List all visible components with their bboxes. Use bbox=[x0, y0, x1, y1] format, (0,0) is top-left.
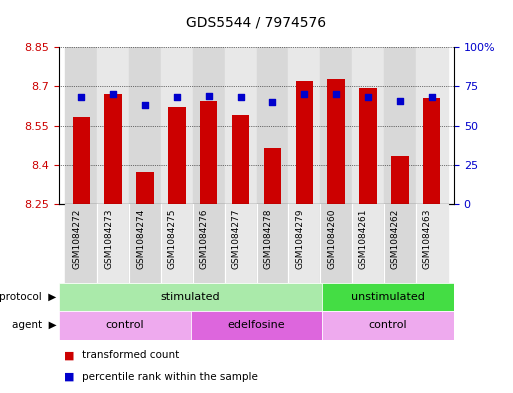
Bar bbox=[191, 311, 322, 340]
Bar bbox=[193, 47, 225, 204]
Bar bbox=[232, 115, 249, 204]
Point bbox=[109, 91, 117, 97]
Bar bbox=[320, 204, 352, 283]
Text: GSM1084276: GSM1084276 bbox=[200, 208, 209, 269]
Bar bbox=[161, 47, 193, 204]
Bar bbox=[65, 204, 97, 283]
Bar bbox=[384, 204, 416, 283]
Text: GSM1084273: GSM1084273 bbox=[104, 208, 113, 269]
Point bbox=[300, 91, 308, 97]
Text: protocol  ▶: protocol ▶ bbox=[0, 292, 56, 302]
Bar bbox=[320, 47, 352, 204]
Bar bbox=[97, 204, 129, 283]
Bar bbox=[423, 98, 441, 204]
Bar bbox=[256, 204, 288, 283]
Point bbox=[77, 94, 85, 101]
Text: GSM1084279: GSM1084279 bbox=[295, 208, 304, 269]
Bar bbox=[352, 47, 384, 204]
Bar bbox=[288, 47, 320, 204]
Bar bbox=[59, 311, 191, 340]
Bar bbox=[391, 156, 409, 204]
Bar bbox=[384, 47, 416, 204]
Text: GSM1084263: GSM1084263 bbox=[423, 208, 432, 269]
Bar bbox=[97, 47, 129, 204]
Text: control: control bbox=[369, 320, 407, 331]
Bar bbox=[416, 204, 448, 283]
Point bbox=[396, 97, 404, 104]
Point bbox=[364, 94, 372, 101]
Point bbox=[205, 93, 213, 99]
Bar bbox=[168, 107, 186, 204]
Bar bbox=[352, 204, 384, 283]
Point bbox=[268, 99, 277, 105]
Bar bbox=[327, 79, 345, 204]
Bar bbox=[416, 47, 448, 204]
Bar bbox=[264, 148, 281, 204]
Bar bbox=[359, 88, 377, 204]
Bar bbox=[322, 283, 454, 311]
Text: GSM1084277: GSM1084277 bbox=[231, 208, 241, 269]
Text: GSM1084278: GSM1084278 bbox=[264, 208, 272, 269]
Point bbox=[332, 91, 340, 97]
Bar bbox=[322, 311, 454, 340]
Bar bbox=[256, 47, 288, 204]
Text: agent  ▶: agent ▶ bbox=[12, 320, 56, 331]
Text: GDS5544 / 7974576: GDS5544 / 7974576 bbox=[186, 16, 327, 30]
Text: GSM1084261: GSM1084261 bbox=[359, 208, 368, 269]
Bar bbox=[200, 101, 218, 204]
Bar bbox=[59, 283, 322, 311]
Bar bbox=[225, 47, 256, 204]
Text: control: control bbox=[106, 320, 144, 331]
Text: ■: ■ bbox=[64, 350, 74, 360]
Bar bbox=[129, 47, 161, 204]
Point bbox=[141, 102, 149, 108]
Text: unstimulated: unstimulated bbox=[351, 292, 425, 302]
Bar bbox=[65, 47, 97, 204]
Text: GSM1084272: GSM1084272 bbox=[72, 208, 81, 269]
Bar bbox=[129, 204, 161, 283]
Point bbox=[173, 94, 181, 101]
Bar bbox=[225, 204, 256, 283]
Text: ■: ■ bbox=[64, 372, 74, 382]
Bar bbox=[104, 94, 122, 204]
Text: GSM1084275: GSM1084275 bbox=[168, 208, 177, 269]
Text: GSM1084274: GSM1084274 bbox=[136, 208, 145, 269]
Bar bbox=[72, 117, 90, 204]
Bar bbox=[295, 81, 313, 204]
Bar bbox=[161, 204, 193, 283]
Point bbox=[428, 94, 436, 101]
Text: stimulated: stimulated bbox=[161, 292, 221, 302]
Text: transformed count: transformed count bbox=[82, 350, 180, 360]
Bar bbox=[193, 204, 225, 283]
Text: percentile rank within the sample: percentile rank within the sample bbox=[82, 372, 258, 382]
Point bbox=[236, 94, 245, 101]
Bar bbox=[136, 172, 154, 204]
Text: edelfosine: edelfosine bbox=[228, 320, 285, 331]
Text: GSM1084262: GSM1084262 bbox=[391, 208, 400, 269]
Bar bbox=[288, 204, 320, 283]
Text: GSM1084260: GSM1084260 bbox=[327, 208, 336, 269]
